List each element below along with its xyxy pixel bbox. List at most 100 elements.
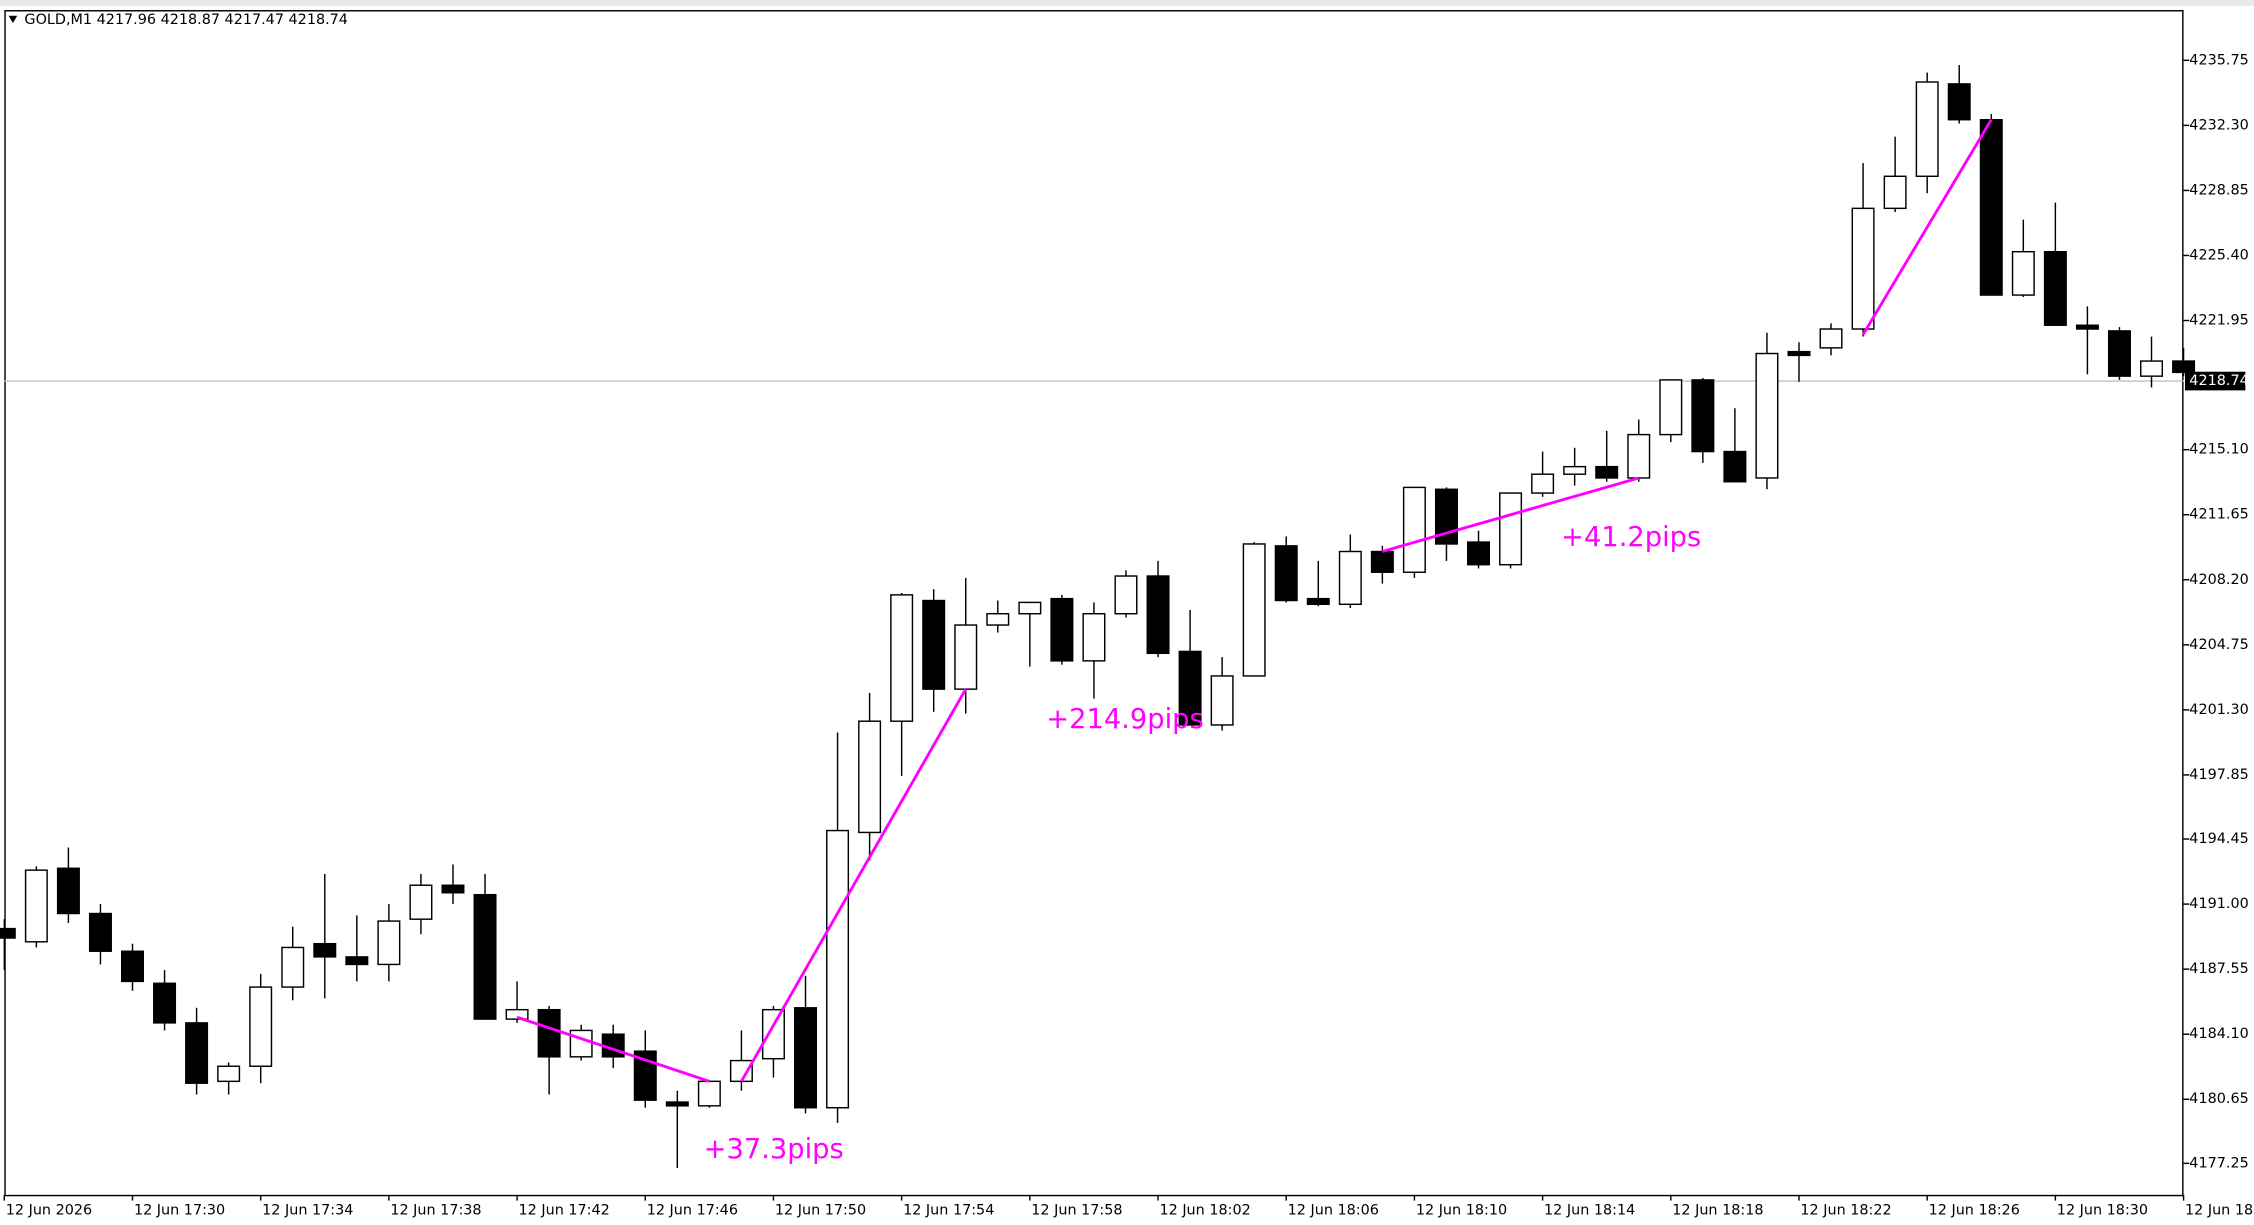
candle-body-down xyxy=(121,950,145,983)
x-tick-label: 12 Jun 18:22 xyxy=(1800,1203,1891,1219)
candle-body-down xyxy=(1595,465,1619,479)
candle-body-down xyxy=(2172,360,2196,374)
candle-body-up xyxy=(1883,175,1907,210)
candle-body-down xyxy=(633,1050,657,1101)
y-tick-label: 4187.55 xyxy=(2189,961,2248,977)
candle-body-up xyxy=(505,1008,529,1020)
annotation-line xyxy=(740,688,967,1083)
candle-body-up xyxy=(281,946,305,988)
x-tick-label: 12 Jun 18:14 xyxy=(1544,1203,1635,1219)
candle-body-up xyxy=(1755,352,1779,479)
menu-arrow[interactable] xyxy=(8,15,18,23)
x-tick-label: 12 Jun 17:50 xyxy=(775,1203,866,1219)
candle-body-up xyxy=(1082,613,1106,662)
y-tick-label: 4221.95 xyxy=(2189,313,2248,329)
candle-body-down xyxy=(88,912,112,952)
candle-body-down xyxy=(1723,450,1747,483)
candle-body-up xyxy=(1819,328,1843,349)
candle-body-down xyxy=(185,1022,209,1084)
candle-body-up xyxy=(569,1029,593,1058)
y-tick-label: 4235.75 xyxy=(2189,52,2248,68)
candle-body-down xyxy=(345,956,369,966)
candle-body-up xyxy=(1402,486,1426,573)
candle-body-down xyxy=(473,893,497,1020)
candle-body-up xyxy=(954,624,978,690)
x-tick-label: 12 Jun 18:10 xyxy=(1416,1203,1507,1219)
candle-body-down xyxy=(537,1008,561,1058)
candle-body-up xyxy=(1659,379,1683,436)
candle-body-up xyxy=(249,986,273,1067)
x-tick-label: 12 Jun 17:30 xyxy=(134,1203,225,1219)
x-tick-label: 12 Jun 18:30 xyxy=(2057,1203,2148,1219)
candle-body-down xyxy=(153,982,177,1024)
candle-body-up xyxy=(24,869,48,943)
y-tick-label: 4177.25 xyxy=(2189,1155,2248,1171)
candle-body-up xyxy=(1563,465,1587,475)
top-strip xyxy=(0,0,2254,6)
annotation-line xyxy=(1381,476,1640,553)
y-tick-label: 4184.10 xyxy=(2189,1026,2248,1042)
y-tick-label: 4201.30 xyxy=(2189,702,2248,718)
candle-body-down xyxy=(1178,650,1202,726)
candle-body-up xyxy=(826,829,850,1109)
x-tick-label: 12 Jun 18:26 xyxy=(1929,1203,2020,1219)
price-tag xyxy=(2185,371,2246,391)
y-tick-label: 4194.45 xyxy=(2189,831,2248,847)
candle-body-up xyxy=(1531,473,1555,494)
candle-body-down xyxy=(1691,379,1715,453)
candle-body-down xyxy=(56,867,80,915)
candle-body-down xyxy=(1306,597,1330,606)
x-tick-label: 12 Jun 17:34 xyxy=(262,1203,353,1219)
candle-body-up xyxy=(761,1008,785,1060)
price-tag-label: 4218.74 xyxy=(2189,373,2248,389)
annotation-line xyxy=(1861,118,1993,336)
candle-body-down xyxy=(794,1007,818,1109)
x-tick-label: 12 Jun 17:42 xyxy=(519,1203,610,1219)
candle-body-up xyxy=(697,1080,721,1107)
candle-body-up xyxy=(2011,250,2035,296)
candle-body-up xyxy=(409,884,433,920)
candle-body-down xyxy=(922,599,946,690)
candle-body-down xyxy=(1467,541,1491,566)
x-tick-label: 12 Jun 17:54 xyxy=(903,1203,994,1219)
candle-body-down xyxy=(1050,597,1074,662)
x-tick-label: 12 Jun 2026 xyxy=(6,1203,92,1219)
candle-body-up xyxy=(1915,81,1939,178)
y-tick-label: 4215.10 xyxy=(2189,442,2248,458)
x-tick-label: 12 Jun 18:34 xyxy=(2185,1203,2254,1219)
y-tick-label: 4228.85 xyxy=(2189,182,2248,198)
y-tick-label: 4204.75 xyxy=(2189,637,2248,653)
candle-body-down xyxy=(1787,350,1811,357)
candle-body-down xyxy=(441,884,465,894)
candle-body-up xyxy=(890,594,914,722)
x-tick-label: 12 Jun 18:02 xyxy=(1159,1203,1250,1219)
candle-body-down xyxy=(1146,575,1170,655)
x-tick-label: 12 Jun 17:38 xyxy=(390,1203,481,1219)
candle-body-up xyxy=(1338,550,1362,606)
candle-body-up xyxy=(1210,675,1234,726)
y-tick-label: 4180.65 xyxy=(2189,1091,2248,1107)
candle-body-down xyxy=(1370,550,1394,573)
x-tick-label: 12 Jun 18:06 xyxy=(1288,1203,1379,1219)
x-tick-label: 12 Jun 18:18 xyxy=(1672,1203,1763,1219)
header: GOLD,M1 4217.96 4218.87 4217.47 4218.74 xyxy=(24,12,348,28)
candle-body-up xyxy=(217,1065,241,1083)
x-tick-label: 12 Jun 17:58 xyxy=(1031,1203,1122,1219)
annotation-label: +37.3pips xyxy=(704,1134,844,1165)
candle-body-up xyxy=(986,613,1010,626)
candle-body-down xyxy=(313,942,337,958)
y-tick-label: 4208.20 xyxy=(2189,572,2248,588)
candle-body-down xyxy=(665,1101,689,1107)
candle-body-up xyxy=(858,720,882,834)
candle-body-down xyxy=(2075,324,2099,330)
candle-body-down xyxy=(1947,83,1971,121)
y-tick-label: 4225.40 xyxy=(2189,247,2248,263)
candle-body-down xyxy=(2043,250,2067,326)
y-tick-label: 4232.30 xyxy=(2189,117,2248,133)
candle-body-up xyxy=(1114,575,1138,615)
annotation-label: +214.9pips xyxy=(1046,704,1203,735)
x-tick-label: 12 Jun 17:46 xyxy=(647,1203,738,1219)
candle-body-down xyxy=(0,927,16,939)
